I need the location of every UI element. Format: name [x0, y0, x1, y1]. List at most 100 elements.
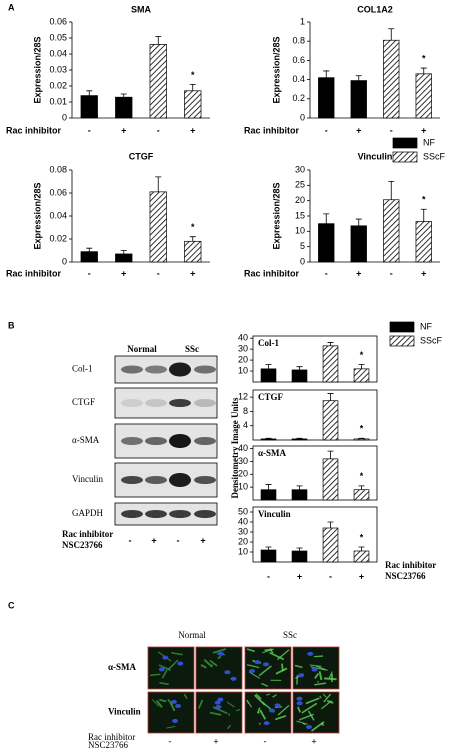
legend-label: NF [423, 137, 435, 147]
micrograph-condition: + [213, 736, 218, 746]
bar [184, 240, 202, 263]
legend-swatch [392, 137, 418, 149]
fiber [297, 706, 302, 713]
y-tick-label: 30 [238, 456, 248, 466]
blot-band [121, 476, 143, 484]
nucleus [172, 718, 179, 723]
significance-mark: * [191, 70, 195, 80]
x-tick-label: + [121, 125, 126, 135]
significance-mark: * [360, 471, 364, 481]
fiber [301, 702, 318, 714]
bar [260, 549, 277, 563]
blot-row-label: CTGF [72, 397, 95, 407]
error-bar [388, 180, 395, 200]
nucleus [224, 670, 231, 675]
fiber [169, 702, 176, 712]
x-tick-label: - [88, 125, 91, 135]
fiber [323, 693, 332, 703]
fiber [209, 711, 222, 716]
bar [353, 368, 370, 383]
x-tick-label: - [88, 268, 91, 278]
fiber [294, 664, 303, 669]
x-tick-label: - [157, 268, 160, 278]
y-tick-label: 0.03 [49, 64, 67, 74]
error-bar [327, 521, 334, 528]
plot-frame [252, 389, 378, 441]
y-tick-label: 0.02 [49, 233, 67, 243]
nucleus [254, 660, 261, 665]
fiber [203, 658, 213, 668]
y-tick-label: 0.2 [292, 93, 305, 103]
y-tick-label: 8 [243, 406, 248, 416]
error-bar [327, 342, 334, 346]
y-tick-label: 10 [295, 226, 305, 236]
fiber [200, 663, 207, 669]
blot-panel [114, 387, 218, 419]
y-tick-label: 10 [238, 482, 248, 492]
fiber [269, 651, 285, 661]
nucleus [162, 655, 169, 660]
bar [291, 489, 308, 501]
error-bar [265, 364, 272, 369]
fiber [198, 699, 204, 709]
nucleus [214, 700, 221, 705]
blot-band [194, 399, 216, 407]
plot-frame [252, 506, 378, 563]
fiber [212, 648, 227, 654]
error-bar [265, 484, 272, 490]
bar [260, 438, 277, 441]
fiber [310, 666, 326, 671]
fiber [246, 699, 253, 708]
y-tick-label: 30 [238, 344, 248, 354]
y-tick-label: 10 [238, 365, 248, 375]
significance-mark: * [360, 532, 364, 542]
legend-swatch [389, 321, 415, 333]
micrograph [244, 691, 292, 734]
error-bar [86, 247, 93, 252]
legend-label: NF [420, 321, 432, 331]
blot-band [194, 437, 216, 445]
fiber [318, 671, 323, 681]
error-bar [86, 90, 93, 96]
micrograph-condition: + [311, 736, 316, 746]
blot-band [194, 476, 216, 484]
fiber [167, 659, 179, 671]
fiber [226, 701, 235, 708]
chart-title: CTGF [129, 151, 154, 161]
error-bar [323, 70, 330, 78]
x-tick-label: + [421, 125, 426, 135]
error-bar [327, 450, 334, 459]
nucleus [217, 651, 224, 656]
blot-band [121, 510, 143, 518]
bar [383, 39, 400, 119]
fiber [166, 725, 176, 729]
fiber [256, 707, 261, 714]
fiber [275, 667, 288, 675]
error-bar [358, 364, 365, 369]
y-tick-label: 12 [238, 392, 248, 402]
blot-x-label: Rac inhibitor [62, 529, 113, 539]
micrograph-group: Normal [178, 630, 206, 640]
blot-band [145, 399, 167, 407]
error-bar [323, 213, 330, 224]
y-axis-label: Expression/28S [271, 36, 281, 103]
nucleus [158, 667, 165, 672]
blot-band [145, 476, 167, 484]
y-tick-label: 50 [238, 506, 248, 516]
y-tick-label: 30 [238, 526, 248, 536]
blot-band [145, 365, 167, 374]
error-bar [358, 437, 365, 439]
fiber [274, 715, 287, 721]
significance-mark: * [191, 222, 195, 232]
y-tick-label: 1 [300, 16, 305, 26]
bar [184, 90, 202, 119]
fiber [315, 665, 328, 671]
fiber [314, 682, 327, 686]
blot-condition: - [129, 535, 132, 545]
fiber [328, 671, 333, 679]
blot-group: SSc [185, 344, 199, 354]
blot-band [194, 365, 216, 374]
x-tick-label: + [121, 268, 126, 278]
error-bar [265, 437, 272, 439]
fiber [259, 709, 267, 720]
